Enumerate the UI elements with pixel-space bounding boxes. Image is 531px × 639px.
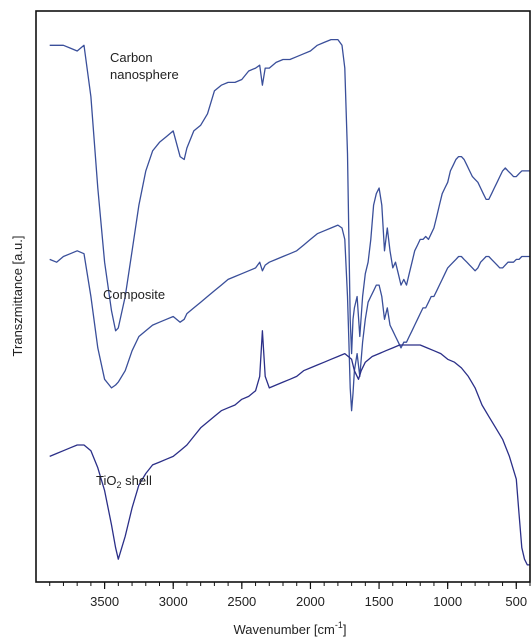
- x-tick-label: 2500: [227, 594, 256, 609]
- series-label-carbon-line1: Carbon: [110, 50, 153, 65]
- tio2-label-suffix: shell: [121, 473, 151, 488]
- tio2-label-main: TiO: [96, 473, 116, 488]
- series-label-tio2: TiO2 shell: [96, 473, 152, 490]
- x-tick-label: 1500: [365, 594, 394, 609]
- x-tick-label: 1000: [433, 594, 462, 609]
- x-axis-title-main: Wavenumber [cm: [233, 622, 334, 637]
- x-axis-title-superscript: -1: [335, 620, 343, 630]
- series-line-1: [50, 225, 530, 411]
- x-axis-title-end: ]: [343, 622, 347, 637]
- series-label-composite: Composite: [103, 287, 165, 302]
- x-tick-label: 3000: [159, 594, 188, 609]
- x-tick-label: 500: [505, 594, 527, 609]
- series-label-carbon-line2: nanosphere: [110, 67, 179, 82]
- x-tick-label: 3500: [90, 594, 119, 609]
- x-tick-label: 2000: [296, 594, 325, 609]
- x-axis-title: Wavenumber [cm-1]: [233, 620, 346, 637]
- series-line-2: [50, 331, 530, 565]
- y-axis-title: Transzmittance [a.u.]: [10, 236, 25, 357]
- series-line-0: [50, 40, 530, 354]
